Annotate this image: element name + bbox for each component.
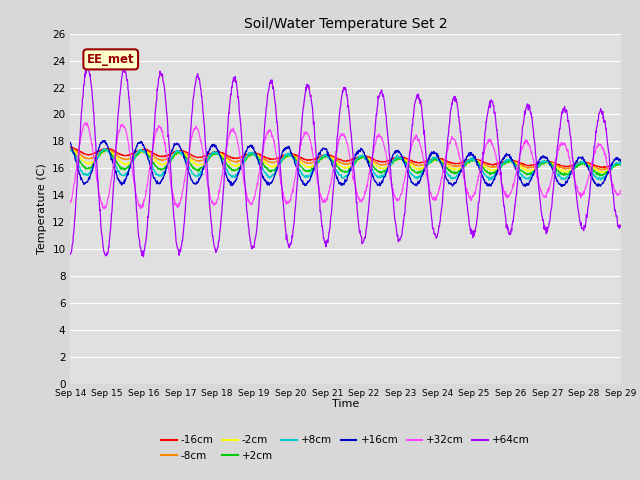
+32cm bbox=[67, 200, 74, 205]
-2cm bbox=[322, 154, 330, 160]
+8cm bbox=[67, 147, 74, 153]
-2cm bbox=[596, 170, 604, 176]
+8cm bbox=[102, 146, 109, 152]
-2cm bbox=[109, 152, 117, 157]
-8cm bbox=[380, 162, 387, 168]
+64cm bbox=[132, 196, 140, 202]
+8cm bbox=[617, 161, 625, 167]
+8cm bbox=[132, 152, 140, 157]
Text: EE_met: EE_met bbox=[87, 53, 134, 66]
Line: +16cm: +16cm bbox=[70, 141, 621, 187]
+64cm bbox=[322, 244, 330, 250]
-2cm bbox=[617, 162, 625, 168]
-16cm bbox=[109, 148, 117, 154]
+64cm bbox=[301, 94, 308, 100]
-16cm bbox=[68, 144, 76, 150]
-8cm bbox=[312, 159, 319, 165]
-16cm bbox=[67, 144, 74, 150]
-8cm bbox=[300, 159, 308, 165]
+8cm bbox=[109, 159, 117, 165]
+64cm bbox=[381, 98, 388, 104]
+64cm bbox=[312, 151, 320, 156]
+2cm bbox=[380, 169, 388, 175]
-8cm bbox=[598, 167, 605, 173]
-2cm bbox=[300, 162, 308, 168]
Y-axis label: Temperature (C): Temperature (C) bbox=[36, 163, 47, 254]
-16cm bbox=[300, 156, 308, 162]
+32cm bbox=[322, 198, 330, 204]
+2cm bbox=[67, 147, 74, 153]
-2cm bbox=[312, 161, 319, 167]
+16cm bbox=[380, 174, 388, 180]
-8cm bbox=[132, 151, 140, 157]
Line: -8cm: -8cm bbox=[70, 149, 621, 170]
+16cm bbox=[300, 180, 308, 186]
+32cm bbox=[381, 143, 388, 149]
+16cm bbox=[101, 138, 109, 144]
Line: -2cm: -2cm bbox=[70, 149, 621, 173]
-2cm bbox=[67, 147, 74, 153]
-16cm bbox=[312, 156, 319, 162]
-2cm bbox=[68, 146, 76, 152]
+2cm bbox=[132, 154, 140, 159]
X-axis label: Time: Time bbox=[332, 399, 359, 409]
-8cm bbox=[617, 161, 625, 167]
+64cm bbox=[617, 224, 625, 229]
+8cm bbox=[485, 177, 493, 183]
+32cm bbox=[312, 169, 320, 175]
-8cm bbox=[321, 153, 329, 159]
+16cm bbox=[109, 160, 117, 166]
Line: -16cm: -16cm bbox=[70, 147, 621, 168]
+16cm bbox=[522, 184, 529, 190]
Line: +32cm: +32cm bbox=[70, 123, 621, 209]
+32cm bbox=[82, 120, 90, 126]
+16cm bbox=[322, 146, 330, 152]
+64cm bbox=[84, 62, 92, 68]
+8cm bbox=[300, 174, 308, 180]
+32cm bbox=[132, 192, 140, 198]
-16cm bbox=[617, 161, 625, 167]
-8cm bbox=[67, 146, 74, 152]
-8cm bbox=[109, 149, 117, 155]
+2cm bbox=[300, 167, 308, 172]
Line: +64cm: +64cm bbox=[70, 65, 621, 257]
+32cm bbox=[301, 131, 308, 137]
+32cm bbox=[110, 160, 118, 166]
Legend: -16cm, -8cm, -2cm, +2cm, +8cm, +16cm, +32cm, +64cm: -16cm, -8cm, -2cm, +2cm, +8cm, +16cm, +3… bbox=[157, 431, 534, 465]
Title: Soil/Water Temperature Set 2: Soil/Water Temperature Set 2 bbox=[244, 17, 447, 31]
+2cm bbox=[598, 173, 606, 179]
-16cm bbox=[132, 149, 140, 155]
-16cm bbox=[322, 152, 330, 158]
+64cm bbox=[67, 252, 74, 257]
+2cm bbox=[109, 156, 117, 161]
+16cm bbox=[67, 140, 74, 145]
-16cm bbox=[601, 165, 609, 170]
+2cm bbox=[102, 147, 110, 153]
+8cm bbox=[322, 153, 330, 159]
+64cm bbox=[140, 254, 147, 260]
+2cm bbox=[322, 154, 330, 159]
+16cm bbox=[617, 158, 625, 164]
+8cm bbox=[380, 172, 388, 178]
-16cm bbox=[380, 158, 388, 164]
Line: +8cm: +8cm bbox=[70, 149, 621, 180]
+64cm bbox=[109, 187, 117, 193]
+2cm bbox=[617, 162, 625, 168]
+32cm bbox=[617, 188, 625, 194]
Line: +2cm: +2cm bbox=[70, 150, 621, 176]
-2cm bbox=[380, 166, 388, 171]
+16cm bbox=[132, 146, 140, 152]
+32cm bbox=[100, 206, 108, 212]
+16cm bbox=[312, 161, 319, 167]
+2cm bbox=[312, 163, 319, 168]
+8cm bbox=[312, 163, 319, 168]
-2cm bbox=[132, 153, 140, 159]
